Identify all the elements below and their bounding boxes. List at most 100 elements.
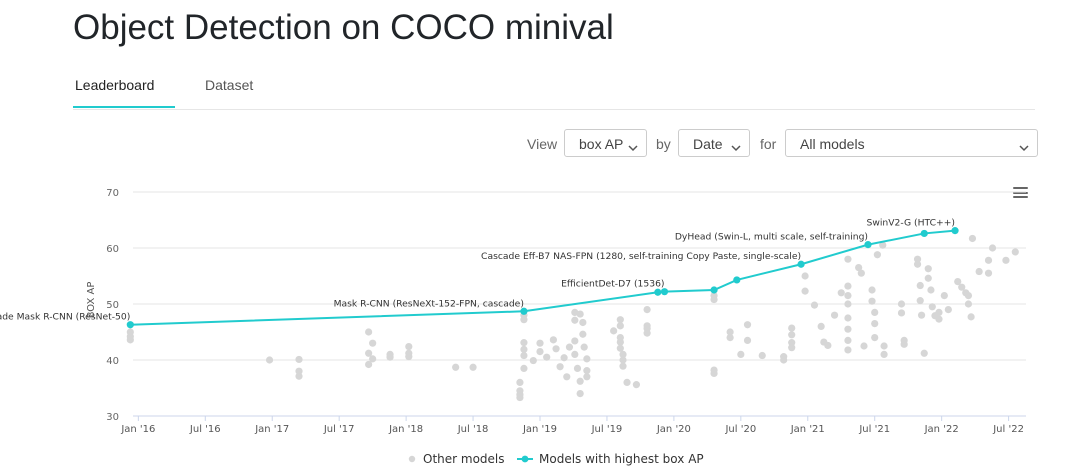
other-model-point[interactable] <box>616 344 624 352</box>
other-model-point[interactable] <box>830 311 839 319</box>
other-model-point[interactable] <box>516 378 524 386</box>
other-model-point[interactable] <box>801 272 809 280</box>
other-model-point[interactable] <box>743 321 752 329</box>
other-model-point[interactable] <box>880 350 888 358</box>
other-model-point[interactable] <box>871 334 879 342</box>
other-model-point[interactable] <box>780 356 788 364</box>
other-model-point[interactable] <box>873 251 881 259</box>
other-model-point[interactable] <box>469 363 477 371</box>
other-model-point[interactable] <box>516 393 524 402</box>
other-model-point[interactable] <box>643 306 651 314</box>
other-model-point[interactable] <box>369 339 377 347</box>
best-model-point[interactable] <box>920 229 928 238</box>
other-model-point[interactable] <box>616 322 624 330</box>
other-model-point[interactable] <box>552 345 560 353</box>
other-model-point[interactable] <box>632 381 641 389</box>
other-model-point[interactable] <box>520 316 528 324</box>
other-model-point[interactable] <box>940 292 948 300</box>
legend-best-label[interactable]: Models with highest box AP <box>539 452 704 466</box>
other-model-point[interactable] <box>788 324 796 332</box>
other-model-point[interactable] <box>556 363 564 371</box>
other-model-point[interactable] <box>954 278 962 286</box>
best-model-point[interactable] <box>660 288 669 296</box>
other-model-point[interactable] <box>967 313 975 321</box>
other-model-point[interactable] <box>583 355 591 363</box>
other-model-point[interactable] <box>900 340 908 348</box>
other-model-point[interactable] <box>520 339 528 347</box>
other-model-point[interactable] <box>576 390 584 398</box>
other-model-point[interactable] <box>935 315 943 323</box>
other-model-point[interactable] <box>788 339 796 347</box>
other-model-point[interactable] <box>837 289 845 297</box>
other-model-point[interactable] <box>824 341 832 350</box>
other-model-point[interactable] <box>536 348 544 356</box>
models-select[interactable]: All models <box>785 129 1038 157</box>
other-model-point[interactable] <box>1002 256 1010 264</box>
other-model-point[interactable] <box>265 356 274 364</box>
other-model-point[interactable] <box>897 300 906 308</box>
other-model-point[interactable] <box>844 255 852 263</box>
other-model-point[interactable] <box>927 286 935 294</box>
other-model-point[interactable] <box>868 286 876 294</box>
other-model-point[interactable] <box>964 300 973 308</box>
best-model-point[interactable] <box>654 288 662 296</box>
best-model-point[interactable] <box>126 321 134 329</box>
other-model-point[interactable] <box>924 274 932 282</box>
date-select[interactable]: Date <box>678 129 750 157</box>
other-model-point[interactable] <box>369 355 377 363</box>
other-model-point[interactable] <box>643 329 651 337</box>
other-model-point[interactable] <box>619 362 627 370</box>
other-model-point[interactable] <box>788 331 796 339</box>
other-model-point[interactable] <box>295 367 303 375</box>
other-model-point[interactable] <box>844 336 852 344</box>
other-model-point[interactable] <box>817 322 825 330</box>
other-model-point[interactable] <box>579 330 587 338</box>
other-model-point[interactable] <box>386 353 394 361</box>
other-model-point[interactable] <box>897 309 906 317</box>
other-model-point[interactable] <box>844 346 852 354</box>
best-model-point[interactable] <box>733 276 741 284</box>
other-model-point[interactable] <box>583 367 591 375</box>
other-model-point[interactable] <box>935 308 943 316</box>
other-model-point[interactable] <box>710 292 718 300</box>
other-model-point[interactable] <box>855 264 863 272</box>
other-model-point[interactable] <box>913 260 922 268</box>
other-model-point[interactable] <box>579 318 587 327</box>
other-model-point[interactable] <box>536 339 544 347</box>
other-model-point[interactable] <box>844 325 852 333</box>
best-model-point[interactable] <box>520 307 528 315</box>
other-model-point[interactable] <box>879 241 887 249</box>
other-model-point[interactable] <box>583 373 591 381</box>
other-model-point[interactable] <box>295 372 303 380</box>
best-model-point[interactable] <box>710 286 718 294</box>
other-model-point[interactable] <box>365 360 373 369</box>
other-model-point[interactable] <box>405 342 413 351</box>
other-model-point[interactable] <box>844 300 852 308</box>
other-model-point[interactable] <box>1011 248 1019 256</box>
other-model-point[interactable] <box>920 349 928 357</box>
other-model-point[interactable] <box>616 316 624 324</box>
other-model-point[interactable] <box>975 267 983 276</box>
other-model-point[interactable] <box>295 355 303 364</box>
other-model-point[interactable] <box>726 334 734 342</box>
other-model-point[interactable] <box>924 265 932 273</box>
other-model-point[interactable] <box>623 378 631 386</box>
other-model-point[interactable] <box>958 283 966 291</box>
other-model-point[interactable] <box>610 327 618 335</box>
other-model-point[interactable] <box>844 314 852 322</box>
other-model-point[interactable] <box>944 306 952 314</box>
other-model-point[interactable] <box>571 316 579 324</box>
other-model-point[interactable] <box>580 343 588 351</box>
best-model-point[interactable] <box>797 260 805 268</box>
other-model-point[interactable] <box>126 336 134 344</box>
other-model-point[interactable] <box>405 353 413 361</box>
other-model-point[interactable] <box>710 369 718 378</box>
other-model-point[interactable] <box>968 234 977 243</box>
other-model-point[interactable] <box>758 351 766 360</box>
other-model-point[interactable] <box>560 354 568 362</box>
other-model-point[interactable] <box>916 297 924 305</box>
best-model-point[interactable] <box>864 241 872 249</box>
other-model-point[interactable] <box>520 364 528 372</box>
other-model-point[interactable] <box>576 310 584 318</box>
other-model-point[interactable] <box>571 337 579 345</box>
